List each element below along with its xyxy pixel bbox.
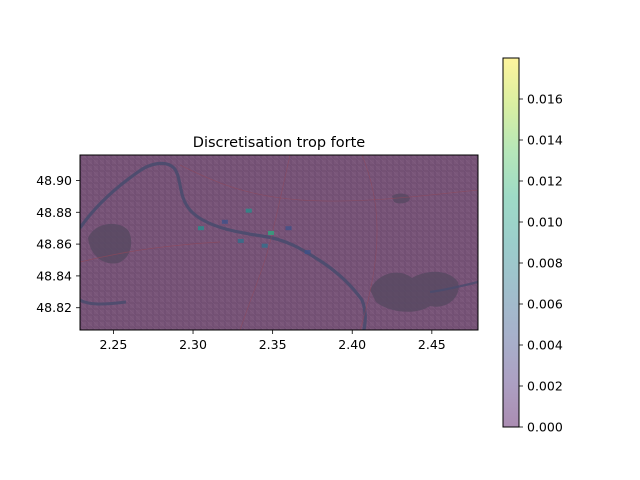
colorbar-tick-label: 0.012 bbox=[527, 174, 563, 189]
colorbar-ticks: 0.000 0.002 0.004 0.006 0.008 0.010 0.012 0.014… bbox=[519, 92, 563, 435]
x-axis: 2.25 2.30 2.35 2.40 2.45 bbox=[100, 330, 446, 352]
chart-title: Discretisation trop forte bbox=[193, 135, 365, 151]
x-tick-label: 2.40 bbox=[338, 337, 366, 352]
x-tick-label: 2.45 bbox=[418, 337, 446, 352]
x-tick-label: 2.35 bbox=[259, 337, 287, 352]
y-tick-label: 48.90 bbox=[36, 173, 72, 188]
heatmap-cell bbox=[221, 219, 228, 224]
colorbar-tick-label: 0.006 bbox=[527, 297, 563, 312]
colorbar-tick-label: 0.014 bbox=[527, 133, 563, 148]
seine-river bbox=[80, 161, 367, 330]
heatmap-cell bbox=[285, 226, 292, 231]
colorbar-gradient bbox=[503, 58, 519, 427]
hotspot-layer bbox=[197, 208, 311, 255]
y-tick-label: 48.84 bbox=[36, 268, 72, 283]
y-axis: 48.82 48.84 48.86 48.88 48.90 bbox=[36, 173, 80, 315]
colorbar-tick-label: 0.004 bbox=[527, 338, 563, 353]
park-buttes-chaumont bbox=[392, 193, 410, 204]
colorbar-tick-label: 0.000 bbox=[527, 420, 563, 435]
heatmap-cell bbox=[245, 208, 252, 213]
x-tick-label: 2.25 bbox=[100, 337, 128, 352]
y-tick-label: 48.88 bbox=[36, 205, 72, 220]
colorbar-tick-label: 0.016 bbox=[527, 92, 563, 107]
heatmap-cell bbox=[237, 238, 244, 243]
x-tick-label: 2.30 bbox=[179, 337, 207, 352]
colorbar-tick-label: 0.008 bbox=[527, 256, 563, 271]
map-axes: 2.25 2.30 2.35 2.40 2.45 48.8248.8448.8648.8… bbox=[36, 154, 479, 352]
y-tick-label: 48.86 bbox=[36, 237, 72, 252]
heatmap-cell bbox=[261, 243, 268, 248]
colorbar-tick-label: 0.010 bbox=[527, 215, 563, 230]
heatmap-cell bbox=[197, 226, 204, 231]
heatmap-cell bbox=[268, 230, 275, 235]
map-background bbox=[80, 155, 478, 330]
colorbar: 0.000 0.002 0.004 0.006 0.008 0.010 0.012 0.014… bbox=[502, 57, 563, 435]
colorbar-tick-label: 0.002 bbox=[527, 379, 563, 394]
park-bois-de-vincennes bbox=[370, 271, 459, 312]
heatmap-cell bbox=[304, 250, 311, 255]
y-tick-label: 48.82 bbox=[36, 300, 72, 315]
